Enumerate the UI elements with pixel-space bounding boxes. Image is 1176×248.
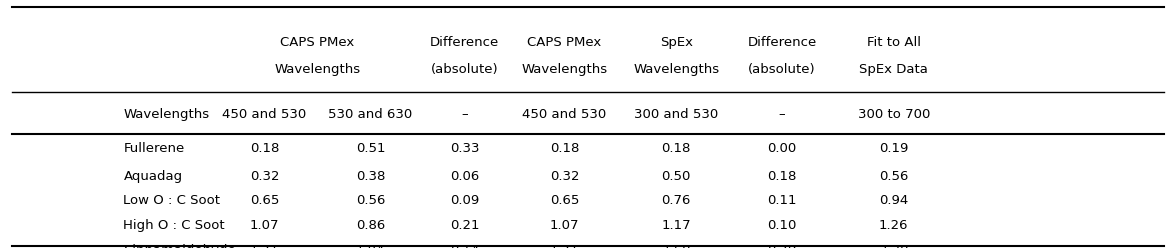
Text: –: – xyxy=(779,108,786,121)
Text: 0.18: 0.18 xyxy=(550,142,579,155)
Text: (absolute): (absolute) xyxy=(748,63,816,76)
Text: 0.32: 0.32 xyxy=(549,170,580,183)
Text: 300 and 530: 300 and 530 xyxy=(634,108,719,121)
Text: 0.32: 0.32 xyxy=(249,170,280,183)
Text: Low O : C Soot: Low O : C Soot xyxy=(123,194,220,207)
Text: 0.18: 0.18 xyxy=(250,142,279,155)
Text: (absolute): (absolute) xyxy=(430,63,499,76)
Text: 0.79: 0.79 xyxy=(768,244,796,248)
Text: –: – xyxy=(461,108,468,121)
Text: 0.11: 0.11 xyxy=(767,194,797,207)
Text: Aquadag: Aquadag xyxy=(123,170,182,183)
Text: 0.51: 0.51 xyxy=(355,142,386,155)
Text: 0.18: 0.18 xyxy=(662,142,690,155)
Text: 450 and 530: 450 and 530 xyxy=(222,108,307,121)
Text: Fullerene: Fullerene xyxy=(123,142,185,155)
Text: 0.86: 0.86 xyxy=(356,219,385,232)
Text: 0.19: 0.19 xyxy=(880,142,908,155)
Text: 0.09: 0.09 xyxy=(450,194,479,207)
Text: 0.56: 0.56 xyxy=(880,170,908,183)
Text: 450 and 530: 450 and 530 xyxy=(522,108,607,121)
Text: 1.71: 1.71 xyxy=(249,244,280,248)
Text: 0.10: 0.10 xyxy=(768,219,796,232)
Text: Fit to All: Fit to All xyxy=(867,36,921,49)
Text: 0.56: 0.56 xyxy=(356,194,385,207)
Text: 0.50: 0.50 xyxy=(662,170,690,183)
Text: Wavelengths: Wavelengths xyxy=(633,63,720,76)
Text: 530 and 630: 530 and 630 xyxy=(328,108,413,121)
Text: 300 to 700: 300 to 700 xyxy=(857,108,930,121)
Text: 0.38: 0.38 xyxy=(356,170,385,183)
Text: SpEx: SpEx xyxy=(660,36,693,49)
Text: CAPS PMex: CAPS PMex xyxy=(527,36,602,49)
Text: CAPS PMex: CAPS PMex xyxy=(280,36,355,49)
Text: 0.76: 0.76 xyxy=(662,194,690,207)
Text: 2.50: 2.50 xyxy=(661,244,691,248)
Text: 1.84: 1.84 xyxy=(356,244,385,248)
Text: 1.07: 1.07 xyxy=(249,219,280,232)
Text: 0.06: 0.06 xyxy=(450,170,479,183)
Text: Wavelengths: Wavelengths xyxy=(521,63,608,76)
Text: 1.71: 1.71 xyxy=(549,244,580,248)
Text: 1.26: 1.26 xyxy=(878,219,909,232)
Text: 1.07: 1.07 xyxy=(549,219,580,232)
Text: SpEx Data: SpEx Data xyxy=(860,63,928,76)
Text: 0.94: 0.94 xyxy=(880,194,908,207)
Text: Difference: Difference xyxy=(748,36,816,49)
Text: 0.65: 0.65 xyxy=(550,194,579,207)
Text: Difference: Difference xyxy=(430,36,499,49)
Text: Wavelengths: Wavelengths xyxy=(123,108,209,121)
Text: High O : C Soot: High O : C Soot xyxy=(123,219,225,232)
Text: 0.65: 0.65 xyxy=(250,194,279,207)
Text: Wavelengths: Wavelengths xyxy=(274,63,361,76)
Text: 0.00: 0.00 xyxy=(768,142,796,155)
Text: 0.33: 0.33 xyxy=(449,142,480,155)
Text: 0.21: 0.21 xyxy=(449,219,480,232)
Text: 1.17: 1.17 xyxy=(661,219,691,232)
Text: 2.20: 2.20 xyxy=(878,244,909,248)
Text: 0.18: 0.18 xyxy=(768,170,796,183)
Text: Cinnamaldehyde: Cinnamaldehyde xyxy=(123,244,236,248)
Text: 0.14: 0.14 xyxy=(450,244,479,248)
